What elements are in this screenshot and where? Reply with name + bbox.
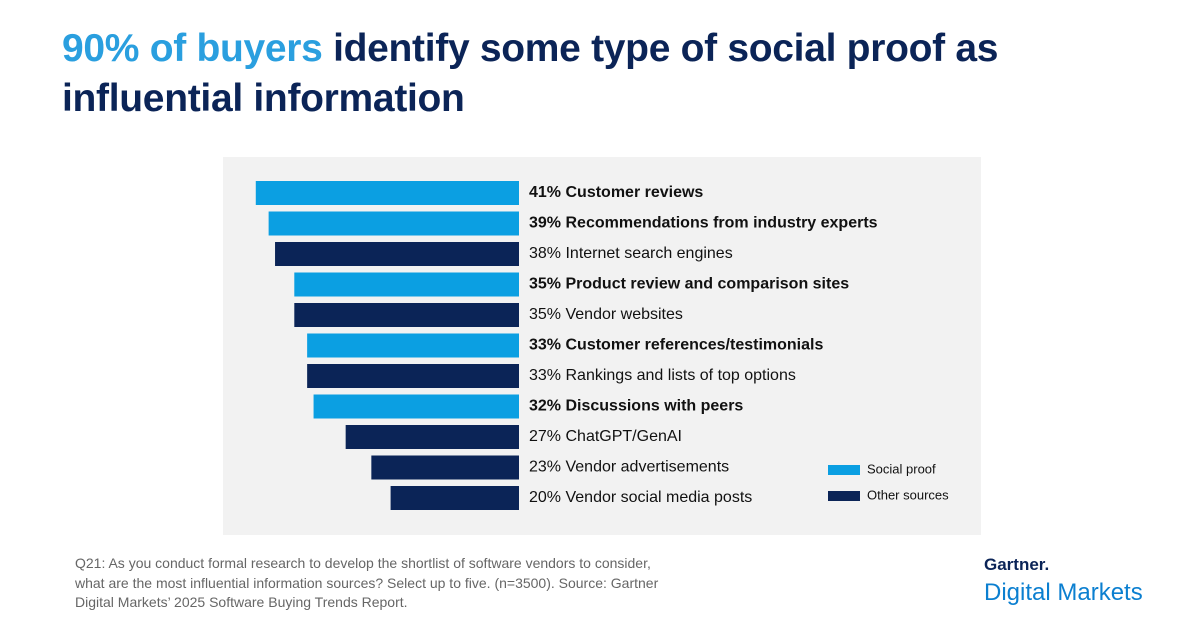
bar xyxy=(307,364,519,388)
legend-label: Social proof xyxy=(867,461,936,476)
bar xyxy=(255,181,519,205)
category-label: Recommendations from industry experts xyxy=(565,215,877,232)
category-label: Customer reviews xyxy=(565,184,703,201)
category-label: Rankings and lists of top options xyxy=(565,367,795,384)
bar-label: 39% Recommendations from industry expert… xyxy=(529,215,878,232)
footnote-line: Digital Markets’ 2025 Software Buying Tr… xyxy=(75,594,408,610)
category-label: Vendor advertisements xyxy=(565,459,729,476)
bar-label: 35% Vendor websites xyxy=(529,306,683,323)
category-label: ChatGPT/GenAI xyxy=(565,428,682,445)
bar-label: 32% Discussions with peers xyxy=(529,398,743,415)
title-text: identify some type of social proof as in… xyxy=(62,27,999,120)
bar xyxy=(371,455,519,480)
title-highlight: 90% of buyers xyxy=(62,27,323,70)
bar-label: 33% Rankings and lists of top options xyxy=(529,367,796,384)
category-label: Product review and comparison sites xyxy=(565,276,849,293)
category-label: Vendor websites xyxy=(565,306,682,323)
title: 90% of buyers identify some type of soci… xyxy=(62,24,1142,124)
bar xyxy=(390,486,519,510)
value-label: 20% xyxy=(529,489,561,506)
value-label: 33% xyxy=(529,367,561,384)
bar xyxy=(307,333,519,358)
value-label: 27% xyxy=(529,428,561,445)
value-label: 32% xyxy=(529,398,561,415)
bar xyxy=(313,394,519,419)
bar-label: 27% ChatGPT/GenAI xyxy=(529,428,682,445)
bar-label: 33% Customer references/testimonials xyxy=(529,337,823,354)
bar xyxy=(268,211,519,236)
brand: Gartner. xyxy=(984,555,1050,574)
category-label: Vendor social media posts xyxy=(565,489,752,506)
legend-label: Other sources xyxy=(867,487,949,502)
value-label: 33% xyxy=(529,337,561,354)
value-label: 35% xyxy=(529,276,561,293)
value-label: 41% xyxy=(529,184,561,201)
bar xyxy=(345,425,519,449)
value-label: 35% xyxy=(529,306,561,323)
bar-label: 38% Internet search engines xyxy=(529,245,733,262)
category-label: Internet search engines xyxy=(565,245,732,262)
bar xyxy=(275,242,519,266)
value-label: 23% xyxy=(529,459,561,476)
bar xyxy=(294,303,519,327)
category-label: Customer references/testimonials xyxy=(565,337,823,354)
brand-sub: Digital Markets xyxy=(984,579,1143,606)
value-label: 39% xyxy=(529,215,561,232)
bar-label: 20% Vendor social media posts xyxy=(529,489,752,506)
legend-swatch xyxy=(828,491,860,501)
bar-label: 23% Vendor advertisements xyxy=(529,459,729,476)
bar xyxy=(294,272,519,297)
bar-label: 35% Product review and comparison sites xyxy=(529,276,849,293)
bar-label: 41% Customer reviews xyxy=(529,184,703,201)
footnote-line: Q21: As you conduct formal research to d… xyxy=(75,555,651,571)
value-label: 38% xyxy=(529,245,561,262)
footnote: Q21: As you conduct formal research to d… xyxy=(75,554,658,613)
legend-swatch xyxy=(828,465,860,475)
category-label: Discussions with peers xyxy=(565,398,743,415)
footnote-line: what are the most influential informatio… xyxy=(75,574,659,591)
